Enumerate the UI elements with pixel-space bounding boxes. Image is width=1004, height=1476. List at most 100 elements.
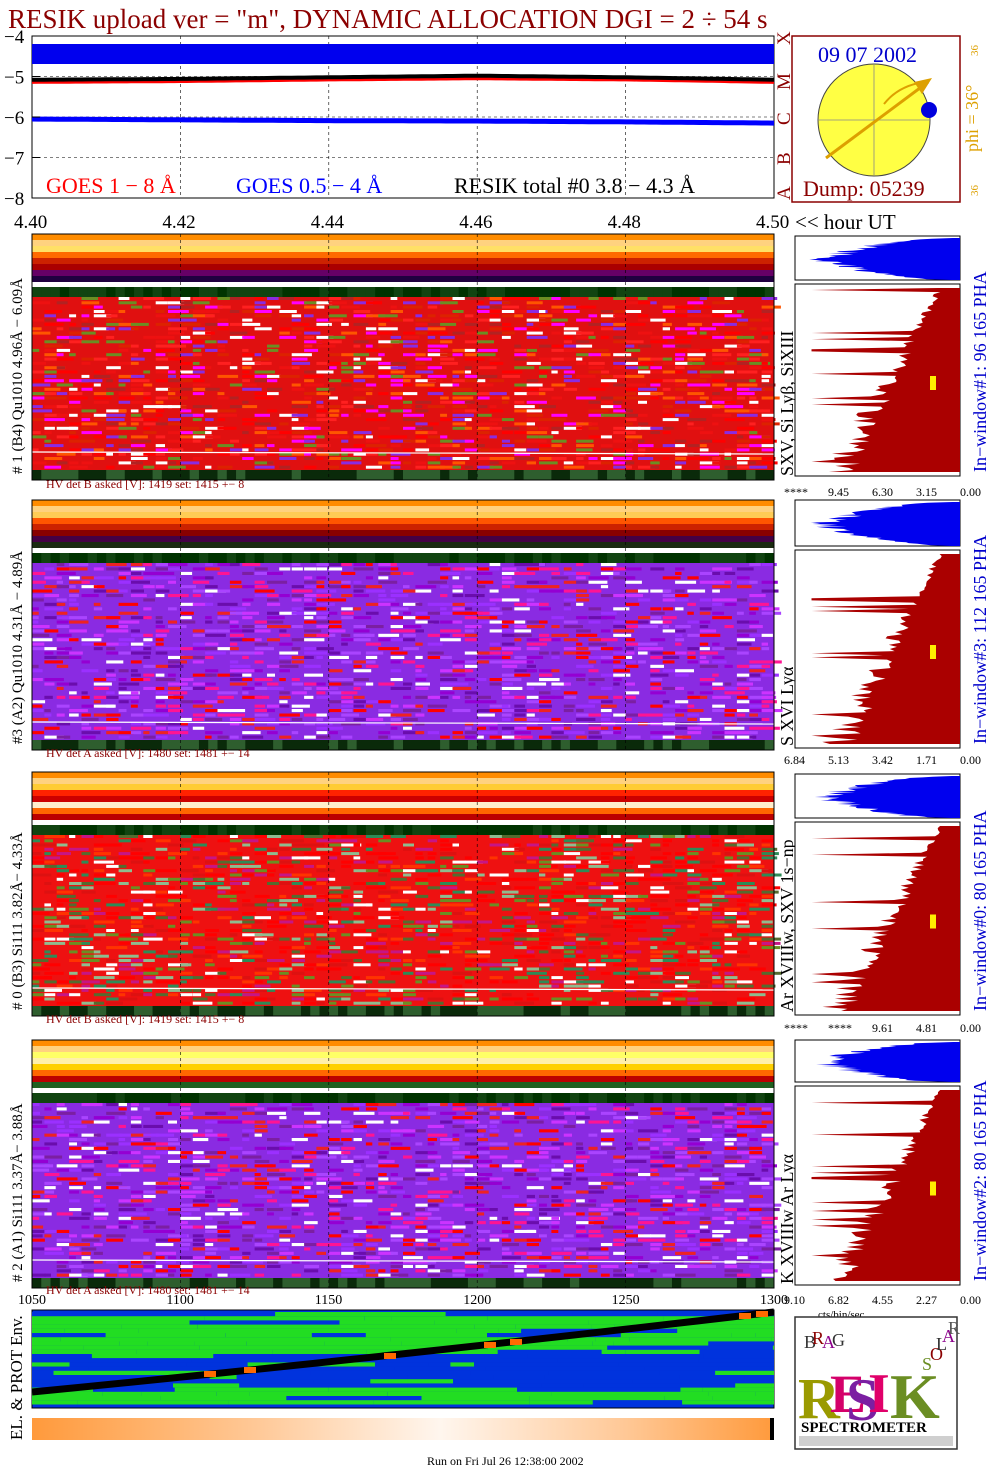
spectrum-cell — [56, 907, 66, 911]
spectrum-cell — [316, 589, 337, 593]
spectrum-cell — [365, 452, 378, 456]
edge-cell — [161, 1093, 172, 1103]
spectrum-cell — [304, 620, 317, 624]
spectrum-cell — [180, 869, 199, 873]
spectrum-cell — [427, 1103, 446, 1107]
spectrum-cell — [180, 405, 187, 409]
spectrum-cell — [56, 916, 66, 920]
spectrum-cell — [403, 461, 411, 465]
spectrum-cell — [489, 357, 500, 361]
spectrum-cell — [44, 950, 51, 954]
spectrum-cell — [724, 941, 738, 945]
spectrum-cell — [304, 426, 321, 430]
spectrum-cell — [291, 598, 302, 602]
spectrum-cell — [279, 314, 297, 318]
spectrum-cell — [316, 620, 332, 624]
spectrum-cell — [415, 383, 435, 387]
spectrum-cell — [724, 602, 737, 606]
spectrum-cell — [514, 655, 528, 659]
spectrum-cell — [168, 567, 181, 571]
spectrum-cell — [93, 383, 101, 387]
spectrum-cell — [403, 426, 422, 430]
spectrum-cell — [143, 899, 151, 903]
spectrum-cell — [761, 318, 769, 322]
spectrum-cell — [316, 448, 324, 452]
edge-cell — [412, 740, 423, 750]
spectrum-cell — [390, 1142, 403, 1146]
spectrum-cell — [712, 598, 733, 602]
spectrum-cell — [724, 735, 735, 739]
spectrum-cell — [205, 567, 220, 571]
edge-cell — [96, 1006, 107, 1016]
spectrum-cell — [761, 418, 776, 422]
spectrum-cell — [477, 405, 488, 409]
spectrum-cell — [514, 894, 535, 898]
spectrum-cell — [526, 461, 536, 465]
spectrum-cells — [32, 563, 783, 739]
spectrum-cell — [44, 1142, 58, 1146]
spectrum-cell — [242, 448, 249, 452]
spectrum-cell — [93, 950, 101, 954]
spectrum-cell — [501, 963, 518, 967]
spectrum-cell — [662, 713, 679, 717]
spectrum-cell — [489, 457, 511, 460]
spectrum-cell — [501, 709, 517, 713]
spectrum-cell — [291, 589, 313, 593]
spectrum-cell — [304, 722, 316, 726]
spectrum-cell — [662, 933, 673, 937]
spectrum-cell — [699, 465, 720, 469]
spectrum-cell — [403, 682, 413, 686]
spectrum-cell — [724, 691, 745, 695]
spectrum-cell — [687, 899, 700, 903]
spectrum-cell — [477, 1129, 486, 1133]
spectrum-cell — [341, 594, 353, 598]
spectrum-cell — [712, 916, 727, 920]
spectrum-cell — [588, 903, 603, 907]
spectrum-cell — [625, 340, 644, 344]
edge-cell — [273, 553, 283, 563]
spectrum-cell — [229, 629, 251, 633]
spectrum-cell — [650, 357, 668, 361]
spectrum-cell — [353, 686, 361, 690]
spectrum-cell — [403, 907, 415, 911]
spectrum-cell — [501, 655, 511, 659]
spectrum-cell — [180, 1116, 189, 1120]
spectrum-cell — [625, 602, 640, 606]
spectrum-cell — [32, 912, 50, 915]
spectrum-cell — [143, 638, 153, 642]
spectrum-cell — [267, 924, 287, 928]
spectrum-cell — [427, 1111, 437, 1115]
spectrum-cell — [155, 726, 166, 730]
spectrum-cell — [687, 950, 697, 954]
spectrum-cell — [353, 843, 361, 847]
spectrum-cell — [254, 625, 273, 629]
spectrum-cell — [316, 409, 327, 413]
spectrum-cell — [44, 937, 56, 941]
spectrum-cell — [180, 318, 197, 322]
spectrum-cell — [81, 452, 92, 456]
edge-cell — [41, 825, 52, 835]
edge-cell — [486, 1006, 497, 1016]
edge-cell — [78, 825, 89, 835]
spectrum-frame — [31, 499, 775, 751]
spectrum-cell — [304, 651, 322, 655]
edge-cell — [477, 1093, 487, 1103]
spectrum-cell — [415, 933, 429, 937]
spectrum-cell — [279, 335, 297, 339]
spectrum-cell — [378, 638, 393, 642]
spectrum-cell — [514, 620, 526, 624]
spectrum-cell — [205, 709, 224, 713]
spectrum-cell — [526, 353, 536, 357]
spectrum-cell — [415, 322, 431, 326]
spectrum-cell — [736, 864, 753, 868]
spectrum-cell — [600, 709, 612, 713]
spectrum-cell — [32, 980, 40, 984]
edge-cell — [41, 1278, 52, 1288]
spectrum-cell — [316, 400, 324, 404]
spectrum-cell — [130, 971, 148, 975]
edge-cell — [403, 740, 413, 750]
spectrum-cell — [353, 379, 366, 383]
spectrum-cell — [551, 589, 572, 593]
spectrum-cell — [403, 924, 419, 928]
